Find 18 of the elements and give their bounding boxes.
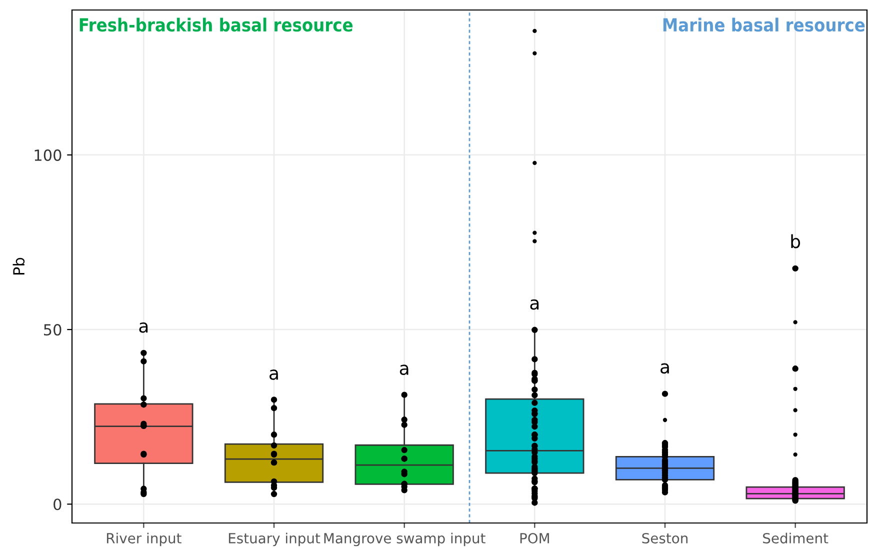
annotation: a (270, 370, 278, 380)
annotation: Fresh-brackish basal resource (80, 18, 353, 32)
annotation: a (400, 364, 408, 376)
annotation: a (139, 322, 148, 333)
y-tick-label: 0 (54, 498, 62, 510)
x-tick-label: Seston (642, 532, 688, 544)
annotation: Marine basal resource (663, 18, 865, 32)
x-tick-label: River input (106, 532, 182, 546)
x-tick-label: Estuary input (228, 532, 320, 546)
annotation: b (791, 234, 800, 248)
annotation: a (660, 363, 669, 374)
annotation: a (530, 299, 539, 310)
y-axis-title: Pb (12, 258, 25, 274)
x-tick-label: Sediment (763, 532, 828, 544)
x-tick-label: Mangrove swamp input (324, 532, 486, 546)
x-tick-label: POM (520, 532, 549, 544)
y-tick-label: 50 (44, 324, 62, 336)
y-tick-label: 100 (34, 149, 62, 161)
